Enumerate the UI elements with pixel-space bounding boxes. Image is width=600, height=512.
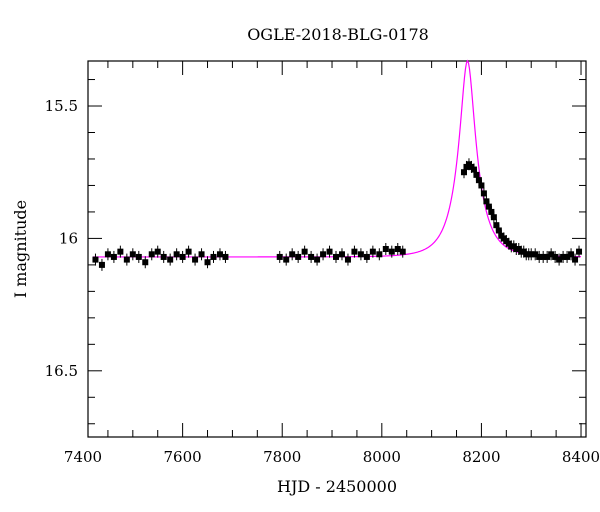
x-tick-label: 8400 — [562, 448, 600, 466]
y-tick-label: 16 — [59, 229, 78, 247]
x-axis-label: HJD - 2450000 — [277, 477, 397, 496]
x-tick-label: 7800 — [263, 448, 301, 466]
x-tick-label: 8000 — [363, 448, 401, 466]
y-axis-label: I magnitude — [11, 200, 30, 298]
y-tick-label: 16.5 — [45, 362, 78, 380]
chart-title: OGLE-2018-BLG-0178 — [247, 25, 429, 44]
tick-labels: 7400 7600 7800 8000 8200 8400 15.5 16 16.5 — [45, 97, 600, 466]
data-points — [92, 158, 583, 271]
model-curve — [92, 59, 582, 258]
plot-frame — [87, 60, 587, 438]
x-tick-label: 7600 — [164, 448, 202, 466]
axis-ticks — [88, 61, 586, 437]
y-tick-label: 15.5 — [45, 97, 78, 115]
x-tick-label: 8200 — [462, 448, 500, 466]
x-tick-label: 7400 — [64, 448, 102, 466]
